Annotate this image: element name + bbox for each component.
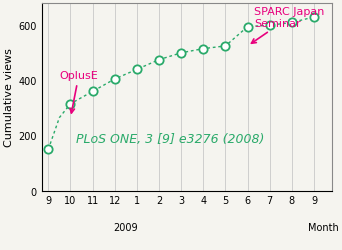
Text: 2009: 2009 (114, 222, 138, 232)
Text: SPARC Japan
Seminar: SPARC Japan Seminar (251, 7, 325, 44)
Text: PLoS ONE, 3 [9] e3276 (2008): PLoS ONE, 3 [9] e3276 (2008) (76, 132, 264, 145)
Text: Month: Month (308, 222, 338, 232)
Text: OplusE: OplusE (60, 71, 98, 114)
Y-axis label: Cumulative views: Cumulative views (4, 48, 14, 147)
